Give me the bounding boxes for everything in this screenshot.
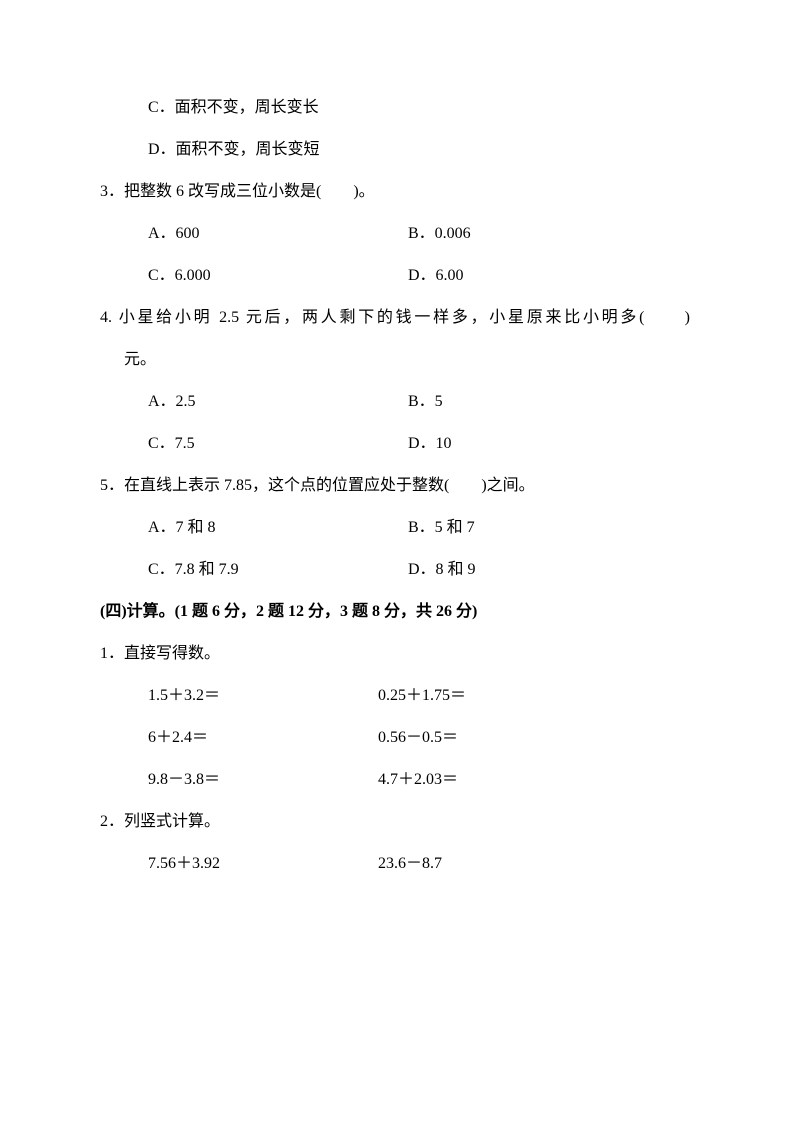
option-text: C．面积不变，周长变长 xyxy=(148,100,319,116)
q5-stem: 5．在直线上表示 7.85，这个点的位置应处于整数( )之间。 xyxy=(100,478,700,494)
q5-option-d: D．8 和 9 xyxy=(408,562,476,578)
question-text: 3．把整数 6 改写成三位小数是( )。 xyxy=(100,184,375,200)
q3-option-b: B．0.006 xyxy=(408,226,471,242)
q4-options-row-1: A．2.5 B．5 xyxy=(100,394,700,410)
q5-option-b: B．5 和 7 xyxy=(408,520,475,536)
q5-option-c: C．7.8 和 7.9 xyxy=(148,562,408,578)
q5-options-row-2: C．7.8 和 7.9 D．8 和 9 xyxy=(100,562,700,578)
calc-expr: 0.25＋1.75＝ xyxy=(378,688,466,704)
q3-options-row-1: A．600 B．0.006 xyxy=(100,226,700,242)
calc-expr: 1.5＋3.2＝ xyxy=(148,688,378,704)
title-text: 1．直接写得数。 xyxy=(100,646,220,662)
calc-expr: 23.6－8.7 xyxy=(378,856,442,872)
question-text: 5．在直线上表示 7.85，这个点的位置应处于整数( )之间。 xyxy=(100,478,535,494)
calc-expr: 4.7＋2.03＝ xyxy=(378,772,458,788)
section4-heading: (四)计算。(1 题 6 分，2 题 12 分，3 题 8 分，共 26 分) xyxy=(100,604,700,620)
question-tail: 元。 xyxy=(124,352,156,368)
q2-option-c: C．面积不变，周长变长 xyxy=(100,100,700,116)
calc-expr: 0.56－0.5＝ xyxy=(378,730,458,746)
question-text: 4. 小星给小明 2.5 元后，两人剩下的钱一样多，小星原来比小明多( ) xyxy=(100,310,690,326)
calc-expr: 6＋2.4＝ xyxy=(148,730,378,746)
q5-options-row-1: A．7 和 8 B．5 和 7 xyxy=(100,520,700,536)
title-text: 2．列竖式计算。 xyxy=(100,814,220,830)
q4-stem-tail: 元。 xyxy=(100,352,700,368)
calc-expr: 9.8－3.8＝ xyxy=(148,772,378,788)
q4-stem: 4. 小星给小明 2.5 元后，两人剩下的钱一样多，小星原来比小明多( ) xyxy=(100,310,700,326)
calc-expr: 7.56＋3.92 xyxy=(148,856,378,872)
q4-option-c: C．7.5 xyxy=(148,436,408,452)
q3-option-a: A．600 xyxy=(148,226,408,242)
s4-p2-title: 2．列竖式计算。 xyxy=(100,814,700,830)
q5-option-a: A．7 和 8 xyxy=(148,520,408,536)
s4-p1-title: 1．直接写得数。 xyxy=(100,646,700,662)
q3-stem: 3．把整数 6 改写成三位小数是( )。 xyxy=(100,184,700,200)
q3-option-d: D．6.00 xyxy=(408,268,464,284)
heading-text: (四)计算。(1 题 6 分，2 题 12 分，3 题 8 分，共 26 分) xyxy=(100,604,477,620)
s4-p2-row-1: 7.56＋3.92 23.6－8.7 xyxy=(100,856,700,872)
q4-option-d: D．10 xyxy=(408,436,452,452)
q4-option-a: A．2.5 xyxy=(148,394,408,410)
q4-options-row-2: C．7.5 D．10 xyxy=(100,436,700,452)
s4-p1-row-2: 6＋2.4＝ 0.56－0.5＝ xyxy=(100,730,700,746)
q3-option-c: C．6.000 xyxy=(148,268,408,284)
q2-option-d: D．面积不变，周长变短 xyxy=(100,142,700,158)
option-text: D．面积不变，周长变短 xyxy=(148,142,320,158)
s4-p1-row-1: 1.5＋3.2＝ 0.25＋1.75＝ xyxy=(100,688,700,704)
q4-option-b: B．5 xyxy=(408,394,443,410)
q3-options-row-2: C．6.000 D．6.00 xyxy=(100,268,700,284)
s4-p1-row-3: 9.8－3.8＝ 4.7＋2.03＝ xyxy=(100,772,700,788)
